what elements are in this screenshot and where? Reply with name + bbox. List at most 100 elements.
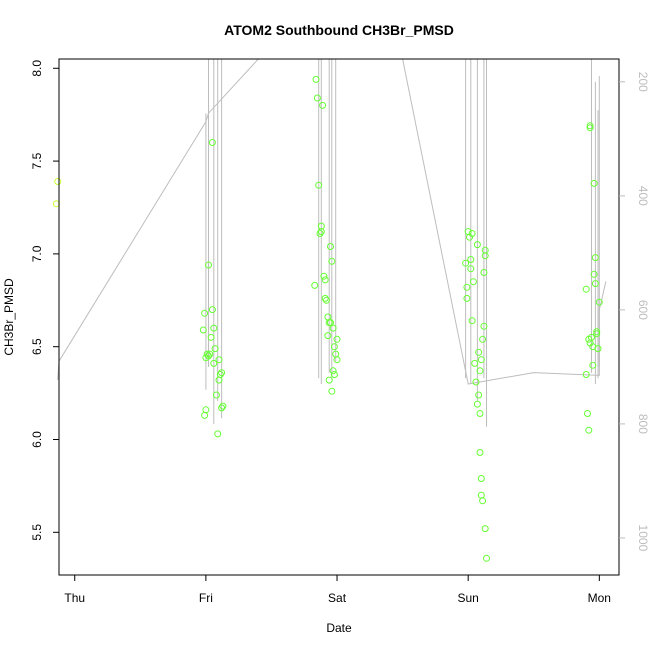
- data-point-61: [471, 359, 479, 367]
- plot-frame: [58, 58, 620, 576]
- data-point-96: [594, 345, 602, 353]
- data-point-87: [586, 124, 594, 132]
- y2-tick-label-3: 800: [636, 414, 650, 434]
- data-point-99: [589, 361, 597, 369]
- data-point-49: [311, 281, 319, 289]
- chart-title: ATOM2 Southbound CH3Br_PMSD: [224, 22, 454, 38]
- data-point-34: [323, 296, 330, 304]
- data-point-97: [595, 298, 603, 306]
- x-tick-label-2: Sat: [328, 591, 347, 605]
- scatter-points: [52, 75, 603, 562]
- y-tick-label-3: 7.0: [30, 245, 44, 262]
- data-point-40: [330, 343, 338, 351]
- data-point-58: [467, 265, 475, 273]
- data-point-68: [480, 322, 488, 330]
- y-tick-label-5: 8.0: [30, 60, 44, 77]
- data-point-20: [218, 369, 226, 377]
- data-point-93: [591, 254, 599, 262]
- data-point-28: [316, 230, 324, 237]
- data-point-74: [476, 367, 484, 375]
- data-point-24: [215, 376, 223, 384]
- data-point-37: [327, 243, 334, 250]
- data-point-51: [327, 319, 334, 327]
- data-point-54: [463, 294, 471, 302]
- data-point-66: [477, 356, 485, 364]
- data-point-65: [476, 410, 484, 417]
- data-point-63: [473, 400, 481, 408]
- data-point-12: [208, 139, 216, 146]
- data-point-76: [476, 449, 484, 456]
- data-point-25: [312, 75, 320, 83]
- data-point-78: [477, 491, 485, 499]
- data-point-83: [584, 410, 591, 417]
- altitude-layer: [57, 58, 607, 427]
- data-point-86: [586, 122, 594, 130]
- data-point-77: [477, 475, 485, 482]
- data-point-23: [210, 359, 218, 367]
- data-point-80: [481, 525, 489, 533]
- data-point-60: [469, 278, 477, 286]
- data-point-14: [210, 324, 218, 332]
- data-point-21: [218, 404, 226, 412]
- data-point-43: [333, 356, 341, 364]
- data-point-35: [324, 313, 332, 321]
- y2-tick-label-0: 200: [636, 72, 650, 92]
- data-point-73: [475, 348, 483, 356]
- x-tick-label-3: Sun: [458, 591, 479, 605]
- data-point-81: [483, 554, 490, 562]
- data-point-92: [591, 280, 599, 288]
- x-tick-label-0: Thu: [64, 591, 85, 605]
- y2-tick-label-2: 600: [636, 300, 650, 320]
- data-point-26: [313, 94, 321, 102]
- data-point-22: [219, 402, 227, 410]
- data-point-18: [215, 356, 223, 364]
- data-point-15: [211, 345, 219, 353]
- data-point-75: [473, 241, 481, 249]
- data-point-32: [320, 272, 328, 280]
- data-point-100: [586, 339, 594, 347]
- data-point-5: [202, 406, 210, 414]
- data-point-2: [199, 326, 207, 334]
- data-point-31: [319, 101, 327, 109]
- data-point-45: [329, 367, 337, 375]
- x-axis-label: Date: [326, 621, 352, 635]
- data-point-33: [321, 276, 329, 284]
- data-point-57: [467, 256, 475, 263]
- data-point-47: [325, 376, 333, 384]
- data-point-94: [593, 328, 601, 336]
- y-tick-label-2: 6.5: [30, 338, 44, 355]
- data-point-72: [468, 317, 476, 325]
- data-point-91: [590, 179, 598, 187]
- data-point-10: [206, 350, 214, 358]
- data-point-4: [201, 411, 209, 419]
- data-point-39: [329, 324, 337, 332]
- data-point-27: [315, 181, 323, 189]
- data-point-44: [330, 371, 338, 378]
- data-point-17: [214, 430, 222, 438]
- data-point-3: [201, 309, 209, 317]
- data-point-82: [582, 371, 590, 378]
- data-point-9: [205, 352, 212, 360]
- y-axis-label: CH3Br_PMSD: [2, 278, 16, 356]
- data-point-48: [324, 332, 332, 340]
- data-point-71: [481, 246, 489, 254]
- y-tick-label-0: 5.5: [30, 524, 44, 541]
- y-tick-label-1: 6.0: [30, 431, 44, 448]
- data-point-62: [472, 378, 480, 386]
- data-point-79: [479, 497, 487, 505]
- y-tick-label-4: 7.5: [30, 152, 44, 169]
- data-point-0: [54, 178, 62, 185]
- data-point-8: [205, 261, 212, 269]
- data-point-50: [321, 294, 329, 302]
- data-point-46: [328, 387, 336, 395]
- data-point-16: [212, 391, 220, 399]
- data-point-42: [333, 335, 341, 343]
- data-point-69: [480, 269, 488, 276]
- y-axis: 5.5 6.0 6.5 7.0 7.5 8.0: [30, 60, 59, 541]
- data-point-67: [479, 335, 487, 343]
- x-axis: Thu Fri Sat Sun Mon: [64, 575, 611, 605]
- data-point-13: [208, 306, 216, 314]
- data-point-64: [475, 391, 483, 399]
- data-point-59: [468, 230, 476, 237]
- y2-axis: 200 400 600 800 1000: [619, 72, 650, 552]
